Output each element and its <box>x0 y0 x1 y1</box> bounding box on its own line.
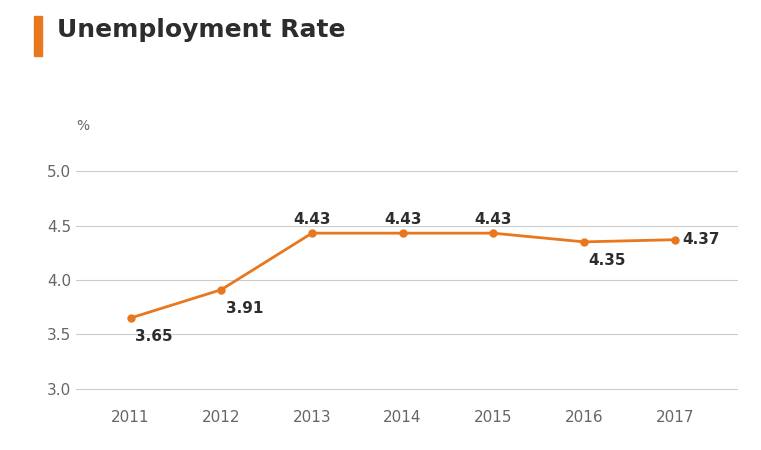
Text: 4.43: 4.43 <box>475 212 512 227</box>
Text: 4.43: 4.43 <box>293 212 331 227</box>
Text: 3.91: 3.91 <box>226 301 263 315</box>
Text: 4.37: 4.37 <box>682 232 719 247</box>
Text: 3.65: 3.65 <box>135 329 173 344</box>
Text: %: % <box>76 119 89 133</box>
Text: 4.43: 4.43 <box>384 212 422 227</box>
Text: Unemployment Rate: Unemployment Rate <box>57 18 345 42</box>
Text: 4.35: 4.35 <box>588 253 626 268</box>
